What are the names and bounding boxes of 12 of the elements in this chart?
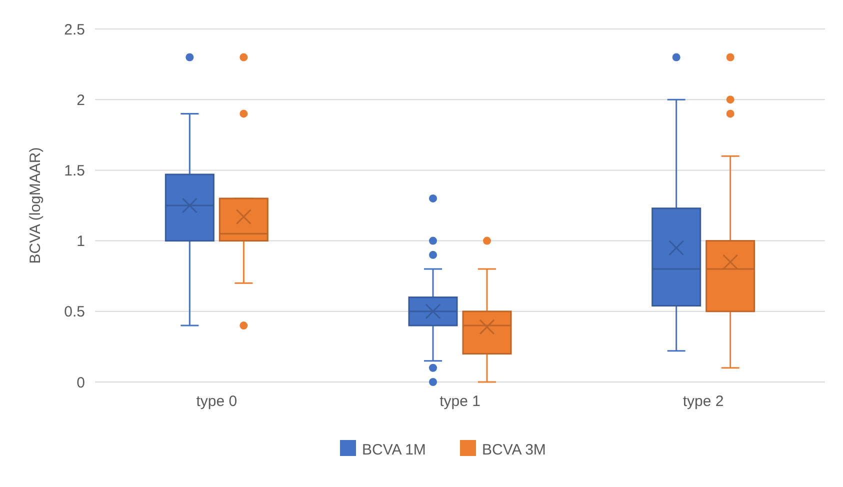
y-tick-label: 1.5 <box>64 162 85 180</box>
x-tick-label: type 1 <box>440 393 480 410</box>
legend-label: BCVA 3M <box>482 441 546 458</box>
y-tick-label: 1 <box>76 233 85 250</box>
y-tick-label: 0.5 <box>64 304 85 321</box>
y-tick-label: 0 <box>76 374 85 392</box>
y-tick-label: 2 <box>76 92 85 109</box>
legend-label: BCVA 1M <box>362 441 426 458</box>
x-tick-label: type 2 <box>682 393 724 410</box>
y-axis-title: BCVA (logMAAR) <box>27 147 44 264</box>
x-tick-label: type 0 <box>196 393 238 410</box>
y-tick-label: 2.5 <box>64 21 85 38</box>
